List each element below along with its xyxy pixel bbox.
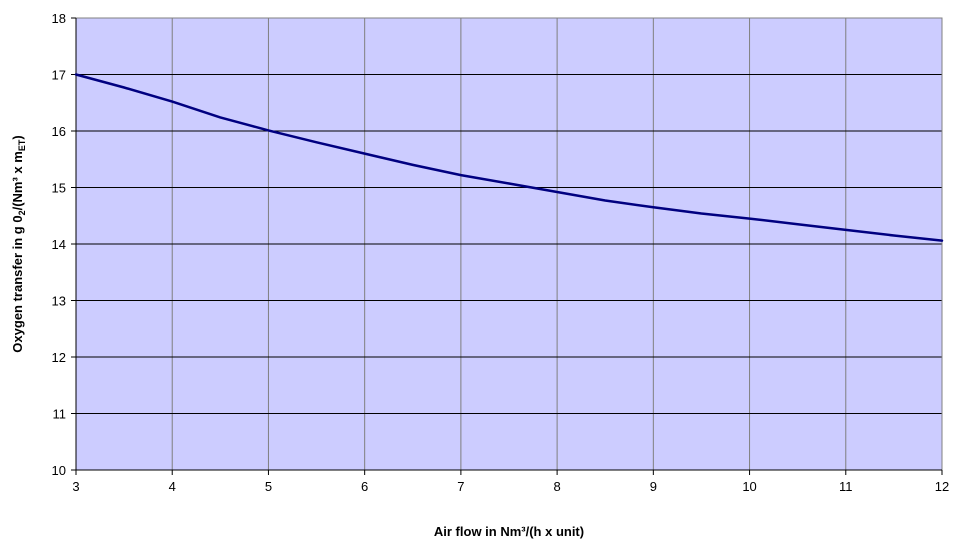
y-tick-label: 17 bbox=[52, 68, 66, 83]
x-tick-label: 7 bbox=[457, 479, 464, 494]
y-tick-label: 16 bbox=[52, 124, 66, 139]
y-axis-title-et-subscript: ET bbox=[17, 139, 27, 151]
y-axis-title-unit-prefix: /(Nm³ x m bbox=[10, 151, 25, 210]
y-tick-label: 10 bbox=[52, 463, 66, 478]
y-axis-title-o2-subscript: 2 bbox=[17, 210, 27, 215]
x-tick-label: 9 bbox=[650, 479, 657, 494]
y-axis-title-main: Oxygen transfer in g 0 bbox=[10, 215, 25, 352]
x-tick-label: 5 bbox=[265, 479, 272, 494]
x-axis-title: Air flow in Nm³/(h x unit) bbox=[434, 524, 584, 539]
y-tick-label: 14 bbox=[52, 237, 66, 252]
x-tick-label: 10 bbox=[742, 479, 756, 494]
y-axis-title-unit-suffix: ) bbox=[10, 135, 25, 139]
y-tick-label: 18 bbox=[52, 11, 66, 26]
series-group bbox=[74, 73, 944, 242]
x-tick-label: 4 bbox=[169, 479, 176, 494]
x-tick-label: 12 bbox=[935, 479, 949, 494]
x-tick-label: 11 bbox=[839, 479, 853, 494]
series-line bbox=[74, 73, 944, 242]
y-axis: 10 11 12 13 14 15 16 17 18 bbox=[52, 11, 77, 478]
x-tick-label: 6 bbox=[361, 479, 368, 494]
x-axis: 3 4 5 6 7 8 9 10 11 12 bbox=[72, 469, 949, 494]
x-tick-label: 3 bbox=[72, 479, 79, 494]
y-tick-label: 11 bbox=[53, 407, 67, 422]
y-tick-label: 15 bbox=[52, 181, 66, 196]
y-tick-label: 13 bbox=[52, 294, 66, 309]
y-tick-label: 12 bbox=[52, 350, 66, 365]
x-tick-label: 8 bbox=[553, 479, 560, 494]
y-axis-title: Oxygen transfer in g 02/(Nm³ x mET) bbox=[10, 135, 27, 352]
